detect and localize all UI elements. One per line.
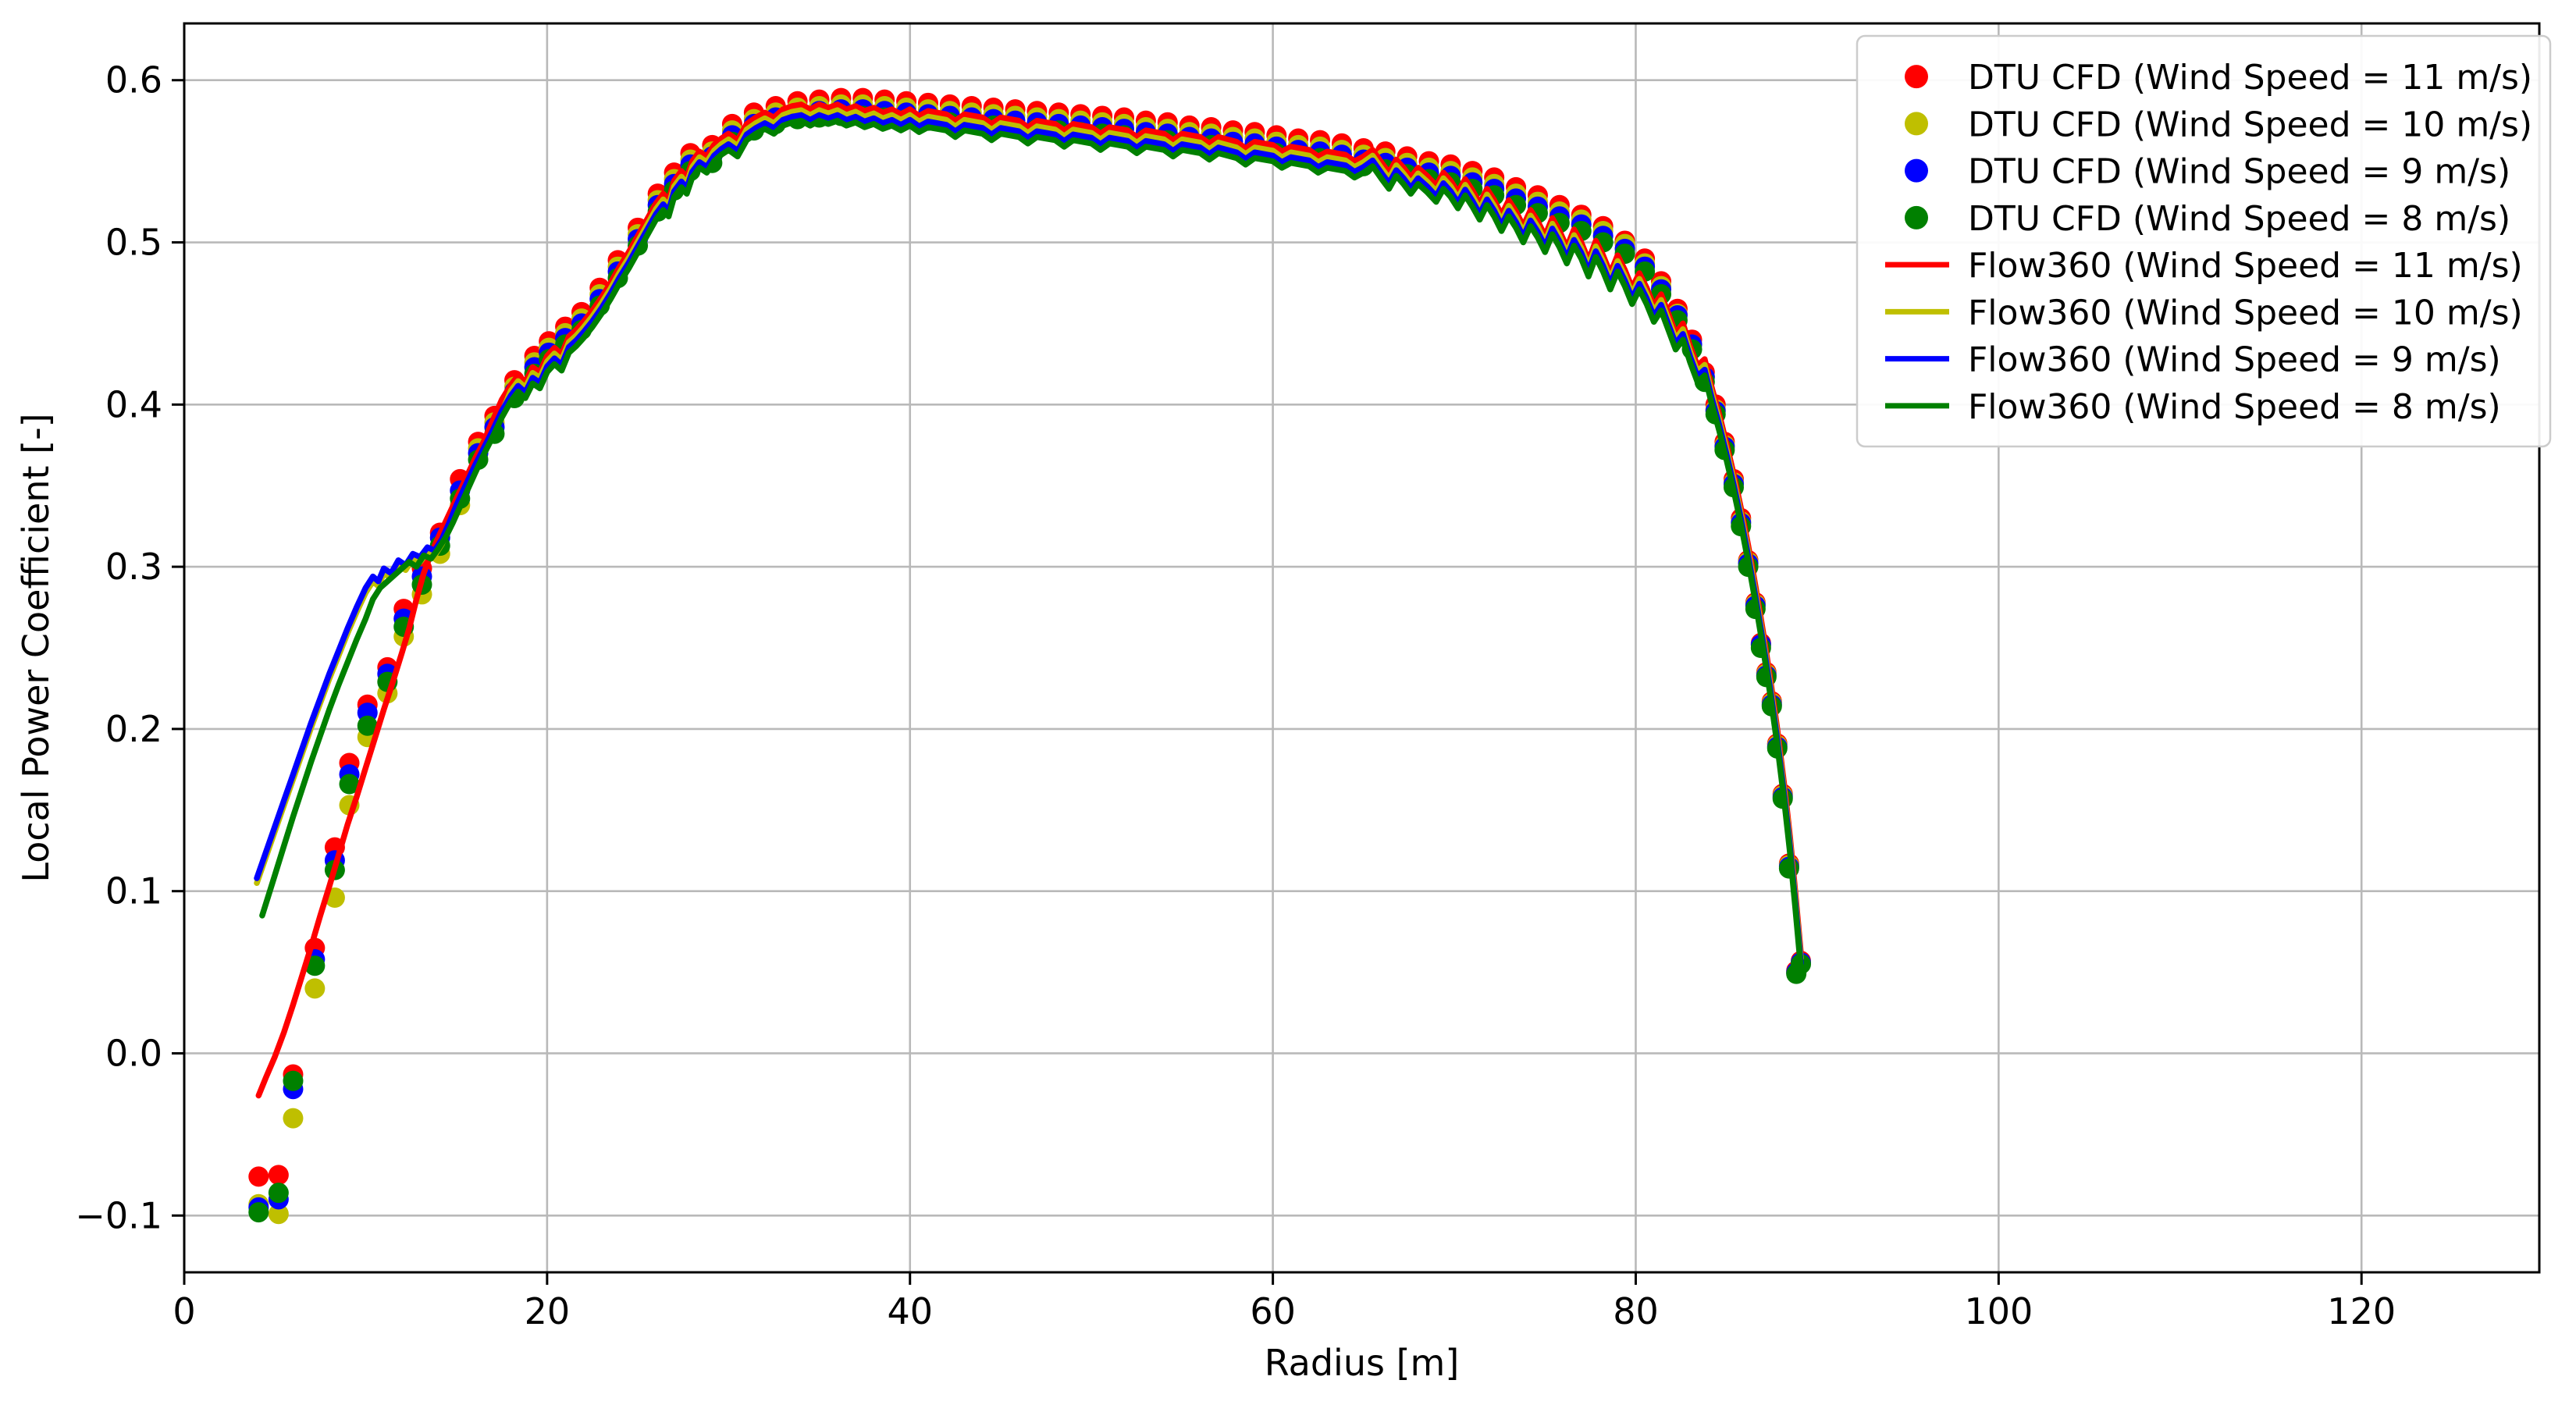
x-tick-label: 0 <box>173 1290 195 1332</box>
legend-item: DTU CFD (Wind Speed = 11 m/s) <box>1905 58 2532 98</box>
legend-dot-marker <box>1905 112 1928 136</box>
scatter-series <box>248 105 1811 1223</box>
x-tick-label: 100 <box>1964 1290 2033 1332</box>
legend-label: DTU CFD (Wind Speed = 8 m/s) <box>1968 199 2510 239</box>
legend-dot-marker <box>1905 65 1928 89</box>
y-tick-label: 0.0 <box>105 1032 162 1074</box>
x-tick-label: 80 <box>1613 1290 1659 1332</box>
legend-item: Flow360 (Wind Speed = 8 m/s) <box>1885 387 2501 427</box>
tick-layer: 0 20 40 60 80 100 120 −0.1 0.0 0.1 0.2 0.3 0.4 0.5 0.6 <box>75 59 2396 1332</box>
scatter-series <box>248 99 1811 1218</box>
scatter-point <box>283 1070 304 1091</box>
legend-label: DTU CFD (Wind Speed = 9 m/s) <box>1968 152 2510 192</box>
x-tick-label: 20 <box>525 1290 571 1332</box>
scatter-point <box>268 1204 289 1225</box>
scatter-series <box>248 94 1811 1225</box>
x-tick-label: 120 <box>2327 1290 2396 1332</box>
legend-label: DTU CFD (Wind Speed = 10 m/s) <box>1968 105 2532 144</box>
legend-item: DTU CFD (Wind Speed = 10 m/s) <box>1905 105 2532 144</box>
legend-dot-marker <box>1905 158 1928 183</box>
legend-label: Flow360 (Wind Speed = 10 m/s) <box>1968 293 2523 333</box>
legend-label: DTU CFD (Wind Speed = 11 m/s) <box>1968 58 2532 98</box>
legend-item: Flow360 (Wind Speed = 9 m/s) <box>1885 340 2501 380</box>
legend-label: Flow360 (Wind Speed = 9 m/s) <box>1968 340 2501 380</box>
legend-label: Flow360 (Wind Speed = 11 m/s) <box>1968 246 2523 286</box>
legend: DTU CFD (Wind Speed = 11 m/s) DTU CFD (Wi… <box>1856 34 2552 448</box>
scatter-point <box>248 1166 269 1187</box>
plot-border <box>183 22 2541 1274</box>
scatter-point <box>283 1108 304 1129</box>
y-tick-label: 0.2 <box>105 708 162 750</box>
y-tick-label: 0.3 <box>105 546 162 588</box>
y-tick-label: 0.4 <box>105 383 162 425</box>
legend-dot-marker <box>1905 205 1928 229</box>
flow360-line <box>259 117 1804 973</box>
y-tick-label: 0.6 <box>105 59 162 101</box>
y-tick-label: 0.5 <box>105 222 162 264</box>
x-tick-label: 40 <box>887 1290 933 1332</box>
legend-item: DTU CFD (Wind Speed = 8 m/s) <box>1905 199 2510 239</box>
scatter-point <box>357 715 378 736</box>
x-tick-label: 60 <box>1250 1290 1296 1332</box>
y-tick-label: −0.1 <box>75 1194 162 1236</box>
series-layer <box>248 87 1811 1225</box>
y-tick-label: 0.1 <box>105 870 162 912</box>
legend-box <box>1856 34 2552 448</box>
x-axis-label: Radius [m] <box>1265 1342 1460 1384</box>
scatter-point <box>339 774 360 795</box>
scatter-point <box>268 1183 289 1204</box>
legend-label: Flow360 (Wind Speed = 8 m/s) <box>1968 387 2501 427</box>
legend-item: DTU CFD (Wind Speed = 9 m/s) <box>1905 152 2510 192</box>
scatter-point <box>248 1202 269 1223</box>
legend-item: Flow360 (Wind Speed = 11 m/s) <box>1885 246 2523 286</box>
scatter-point <box>268 1165 289 1186</box>
legend-item: Flow360 (Wind Speed = 10 m/s) <box>1885 293 2523 333</box>
scatter-point <box>304 978 326 999</box>
y-axis-label: Local Power Coefficient [-] <box>15 413 57 882</box>
